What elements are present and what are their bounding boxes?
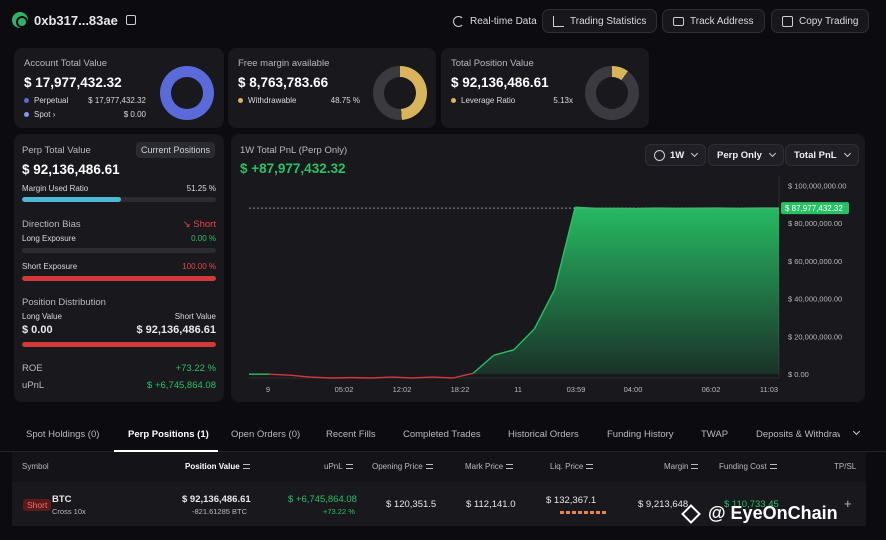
- sort-icon: [586, 464, 594, 470]
- x-tick-label: 11:03: [760, 385, 778, 394]
- y-tick-label: $ 40,000,000.00: [788, 295, 842, 304]
- sort-icon: [345, 464, 353, 470]
- pnl-area: [249, 207, 779, 375]
- y-tick-label: $ 80,000,000.00: [788, 219, 842, 228]
- copy-trading-button[interactable]: Copy Trading: [771, 9, 870, 33]
- chevron-down-icon: [843, 149, 851, 158]
- sort-margin[interactable]: Margin: [664, 462, 699, 471]
- sort-upnl[interactable]: uPnL: [324, 462, 353, 471]
- sort-funding-cost[interactable]: Funding Cost: [719, 462, 777, 471]
- sort-mark-price[interactable]: Mark Price: [465, 462, 514, 471]
- tpsl-add-button[interactable]: +: [844, 496, 852, 511]
- wallet-address: 0xb317...83ae: [12, 12, 136, 28]
- account-total-card: Account Total Value $ 17,977,432.32 Perp…: [14, 48, 224, 128]
- active-tab-indicator: [114, 450, 218, 452]
- table-row[interactable]: Short BTC Cross 10x $ 92,136,486.61 -821…: [12, 482, 866, 526]
- pnl-line-segment: [310, 376, 331, 379]
- wallet-logo-icon: [12, 12, 28, 28]
- sort-icon: [691, 464, 699, 470]
- sort-opening-price[interactable]: Opening Price: [372, 462, 433, 471]
- tabs-more-chevron-icon[interactable]: [852, 427, 861, 436]
- account-donut-chart: [160, 66, 214, 120]
- spot-link[interactable]: Spot ›: [24, 110, 55, 119]
- y-tick-label: $ 100,000,000.00: [788, 181, 846, 190]
- pnl-line-segment: [371, 376, 392, 379]
- y-tick-label: $ 60,000,000.00: [788, 257, 842, 266]
- free-margin-card: Free margin available $ 8,763,783.66 Wit…: [228, 48, 436, 128]
- pnl-line-segment: [533, 288, 556, 330]
- x-tick-label: 11: [514, 385, 522, 394]
- pnl-line-segment: [513, 328, 535, 351]
- pnl-line-segment: [391, 376, 413, 379]
- pnl-area-chart: $ 87,977,432.32 $ 100,000,000.00 $ 80,000,…: [249, 176, 849, 394]
- pnl-line-segment: [452, 372, 474, 379]
- refresh-icon: [453, 15, 464, 27]
- position-donut-chart: [585, 66, 639, 120]
- tab-historical-orders[interactable]: Historical Orders: [508, 429, 579, 440]
- scope-select[interactable]: Perp Only: [708, 144, 784, 166]
- y-tick-label: $ 0.00: [788, 370, 809, 379]
- long-exposure-bar: [22, 248, 216, 253]
- total-position-card: Total Position Value $ 92,136,486.61 Lev…: [441, 48, 649, 128]
- current-positions-button[interactable]: Current Positions: [136, 142, 216, 158]
- perp-panel: Perp Total Value Current Positions $ 92,…: [14, 134, 224, 402]
- tab-twap[interactable]: TWAP: [701, 429, 729, 440]
- x-tick-label: 12:02: [393, 385, 412, 394]
- copy-address-icon[interactable]: [125, 15, 136, 25]
- clock-icon: [654, 149, 665, 161]
- pnl-line-segment: [472, 354, 495, 374]
- tab-perp-positions[interactable]: Perp Positions (1): [128, 429, 209, 440]
- sort-icon: [425, 464, 433, 470]
- chevron-down-icon: [768, 149, 776, 158]
- tab-spot-holdings[interactable]: Spot Holdings (0): [26, 429, 100, 440]
- short-exposure-bar: [22, 276, 216, 281]
- exchange-logo-icon: [681, 503, 701, 524]
- period-select[interactable]: 1W: [645, 144, 707, 166]
- trading-statistics-button[interactable]: Trading Statistics: [542, 9, 658, 33]
- pnl-line-segment: [412, 376, 433, 379]
- pnl-line-segment: [289, 374, 311, 378]
- direction-bias-badge: ↘ Short: [182, 219, 216, 230]
- x-tick-label: 18:22: [451, 385, 470, 394]
- tab-open-orders[interactable]: Open Orders (0): [231, 429, 301, 440]
- top-bar: 0xb317...83ae Real-time Data Trading Sta…: [0, 0, 886, 42]
- chevron-down-icon: [691, 149, 699, 158]
- liq-risk-indicator: [560, 511, 608, 514]
- chart-icon: [553, 15, 564, 27]
- side-badge: Short: [23, 499, 52, 511]
- watermark: @ EyeOnChain: [681, 503, 838, 524]
- tab-completed-trades[interactable]: Completed Trades: [403, 429, 481, 440]
- track-address-button[interactable]: Track Address: [662, 9, 765, 33]
- table-header: Symbol Position Value uPnL Opening Price…: [12, 452, 866, 482]
- x-tick-label: 03:59: [567, 385, 586, 394]
- position-tabs: Spot Holdings (0) Perp Positions (1) Ope…: [0, 418, 886, 452]
- sort-position-value[interactable]: Position Value: [185, 462, 250, 471]
- x-tick-label: 06:02: [702, 385, 721, 394]
- monitor-icon: [673, 16, 684, 26]
- pnl-line-segment: [493, 349, 515, 357]
- sort-icon: [769, 464, 777, 470]
- x-tick-label: 9: [266, 385, 270, 394]
- tab-recent-fills[interactable]: Recent Fills: [326, 429, 376, 440]
- position-distribution-bar: [22, 342, 216, 347]
- pnl-chart-panel: 1W Total PnL (Perp Only) $ +87,977,432.3…: [231, 134, 865, 402]
- y-tick-label: $ 20,000,000.00: [788, 332, 842, 341]
- tab-deposits-withdraw[interactable]: Deposits & Withdraw: [756, 429, 840, 440]
- margin-used-bar: [22, 197, 216, 202]
- x-tick-label: 05:02: [335, 385, 354, 394]
- sort-icon: [506, 464, 514, 470]
- current-value-label: $ 87,977,432.32: [785, 204, 843, 213]
- current-value-tag: [781, 202, 849, 215]
- metric-select[interactable]: Total PnL: [785, 144, 859, 166]
- x-tick-label: 04:00: [624, 385, 643, 394]
- pnl-line-segment: [432, 376, 453, 379]
- sort-liq-price[interactable]: Liq. Price: [550, 462, 594, 471]
- realtime-data-button[interactable]: Real-time Data: [442, 9, 548, 33]
- pnl-line-segment: [269, 373, 290, 376]
- tab-funding-history[interactable]: Funding History: [607, 429, 674, 440]
- pnl-line-segment: [554, 206, 576, 290]
- margin-donut-chart: [373, 66, 427, 120]
- copy-icon: [782, 15, 793, 27]
- sort-icon: [242, 464, 250, 470]
